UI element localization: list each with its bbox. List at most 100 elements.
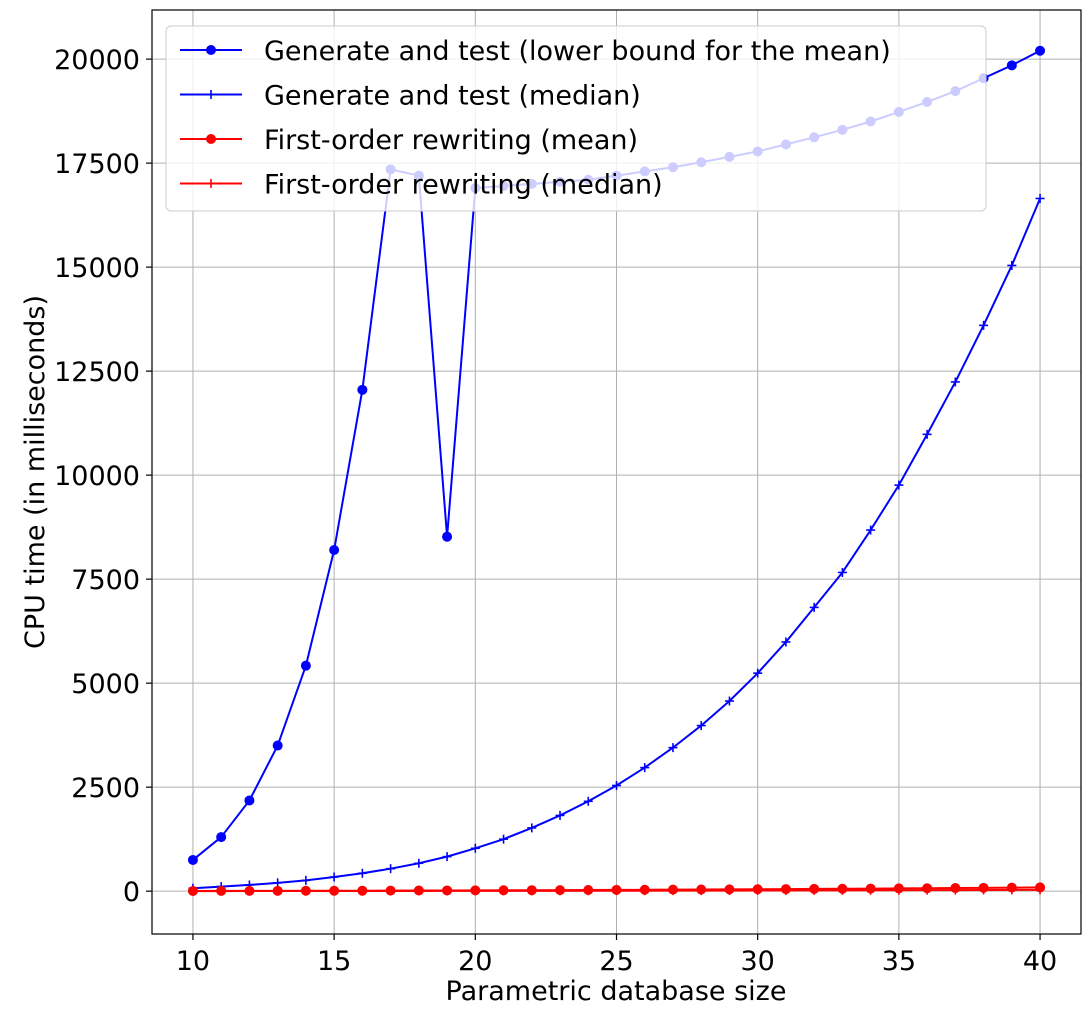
x-tick-label: 40 [1023,946,1057,977]
x-tick-label: 20 [458,946,492,977]
data-point-plus [216,886,226,896]
data-point-plus [894,480,904,490]
data-point-plus [386,864,396,874]
legend-marker [206,45,216,55]
data-point-plus [357,868,367,878]
data-point-plus [724,886,734,896]
data-point-plus [329,886,339,896]
data-point-plus [1007,260,1017,270]
data-point [272,740,283,751]
data-point-plus [612,886,621,896]
data-point-plus [781,885,791,895]
data-point-plus [922,429,932,439]
data-point-plus [753,668,763,678]
data-point-plus [244,886,254,896]
data-point-plus [809,885,819,895]
data-point-plus [301,886,311,896]
data-point-plus [950,377,960,387]
data-point [244,795,255,806]
data-point-plus [724,696,734,706]
y-tick-label: 17500 [54,149,140,180]
data-point-plus [640,886,650,896]
data-point-plus [696,721,706,731]
data-point [187,854,198,865]
data-point-plus [527,886,537,896]
legend-box [165,25,987,212]
data-point-plus [555,886,565,896]
x-tick-label: 30 [741,946,775,977]
data-point-plus [1035,885,1045,895]
legend-label: Generate and test (median) [264,81,641,112]
legend-marker [206,179,216,188]
data-point-plus [866,525,876,535]
data-point-plus [273,886,283,896]
data-point-plus [979,320,989,330]
data-point-plus [470,886,480,896]
data-point-plus [922,885,932,895]
x-tick-label: 15 [317,946,351,977]
data-point-plus [837,567,847,577]
data-point [329,545,340,556]
y-tick-label: 20000 [54,45,140,76]
legend-item: Generate and test (lower bound for the m… [180,36,891,67]
legend-marker [206,134,216,144]
data-point-plus [950,885,960,895]
data-point [1006,60,1017,71]
legend-label: First-order rewriting (median) [264,170,663,201]
data-point-plus [583,886,593,896]
x-tick-label: 10 [176,946,210,977]
data-point-plus [612,780,621,790]
data-point-plus [442,852,452,862]
legend-item: Generate and test (median) [180,81,641,112]
legend-item: First-order rewriting (median) [180,170,663,201]
data-point-plus [668,886,678,896]
y-tick-label: 5000 [71,669,140,700]
data-point-plus [414,858,424,868]
data-point [357,384,368,395]
data-point-plus [357,886,367,896]
data-point [1035,45,1046,56]
data-point-plus [668,743,678,753]
series-3 [188,885,1045,896]
data-point-plus [1007,885,1017,895]
data-point [442,531,453,542]
data-point-plus [894,885,904,895]
data-point-plus [809,602,819,612]
y-tick-label: 15000 [54,253,140,284]
data-point-plus [414,886,424,896]
data-point-plus [499,886,509,896]
legend-item: First-order rewriting (mean) [180,125,638,156]
data-point-plus [753,886,763,896]
y-tick-label: 2500 [71,773,140,804]
data-point-plus [442,886,452,896]
data-point-plus [696,886,706,896]
data-point-plus [527,823,537,833]
legend-marker [206,90,216,99]
y-tick-label: 7500 [71,565,140,596]
y-tick-label: 0 [123,877,140,908]
data-point-plus [470,843,480,853]
data-point-plus [583,796,593,806]
y-tick-label: 12500 [54,357,140,388]
legend: Generate and test (lower bound for the m… [165,25,987,212]
legend-label: First-order rewriting (mean) [264,125,638,156]
y-axis-title: CPU time (in milliseconds) [20,295,51,649]
data-point-plus [329,872,339,882]
data-point-plus [301,875,311,885]
x-tick-label: 25 [599,946,633,977]
data-point-plus [640,763,650,773]
data-point-plus [866,885,876,895]
data-point-plus [555,810,565,820]
data-point-plus [499,834,509,844]
data-point-plus [979,885,989,895]
data-point-plus [188,886,198,896]
data-point [300,660,311,671]
data-point-plus [386,886,396,896]
y-tick-label: 10000 [54,461,140,492]
data-point-plus [1035,193,1045,203]
plot-series [187,45,1046,896]
x-tick-label: 35 [882,946,916,977]
data-point-plus [781,637,791,647]
data-point-plus [837,885,847,895]
